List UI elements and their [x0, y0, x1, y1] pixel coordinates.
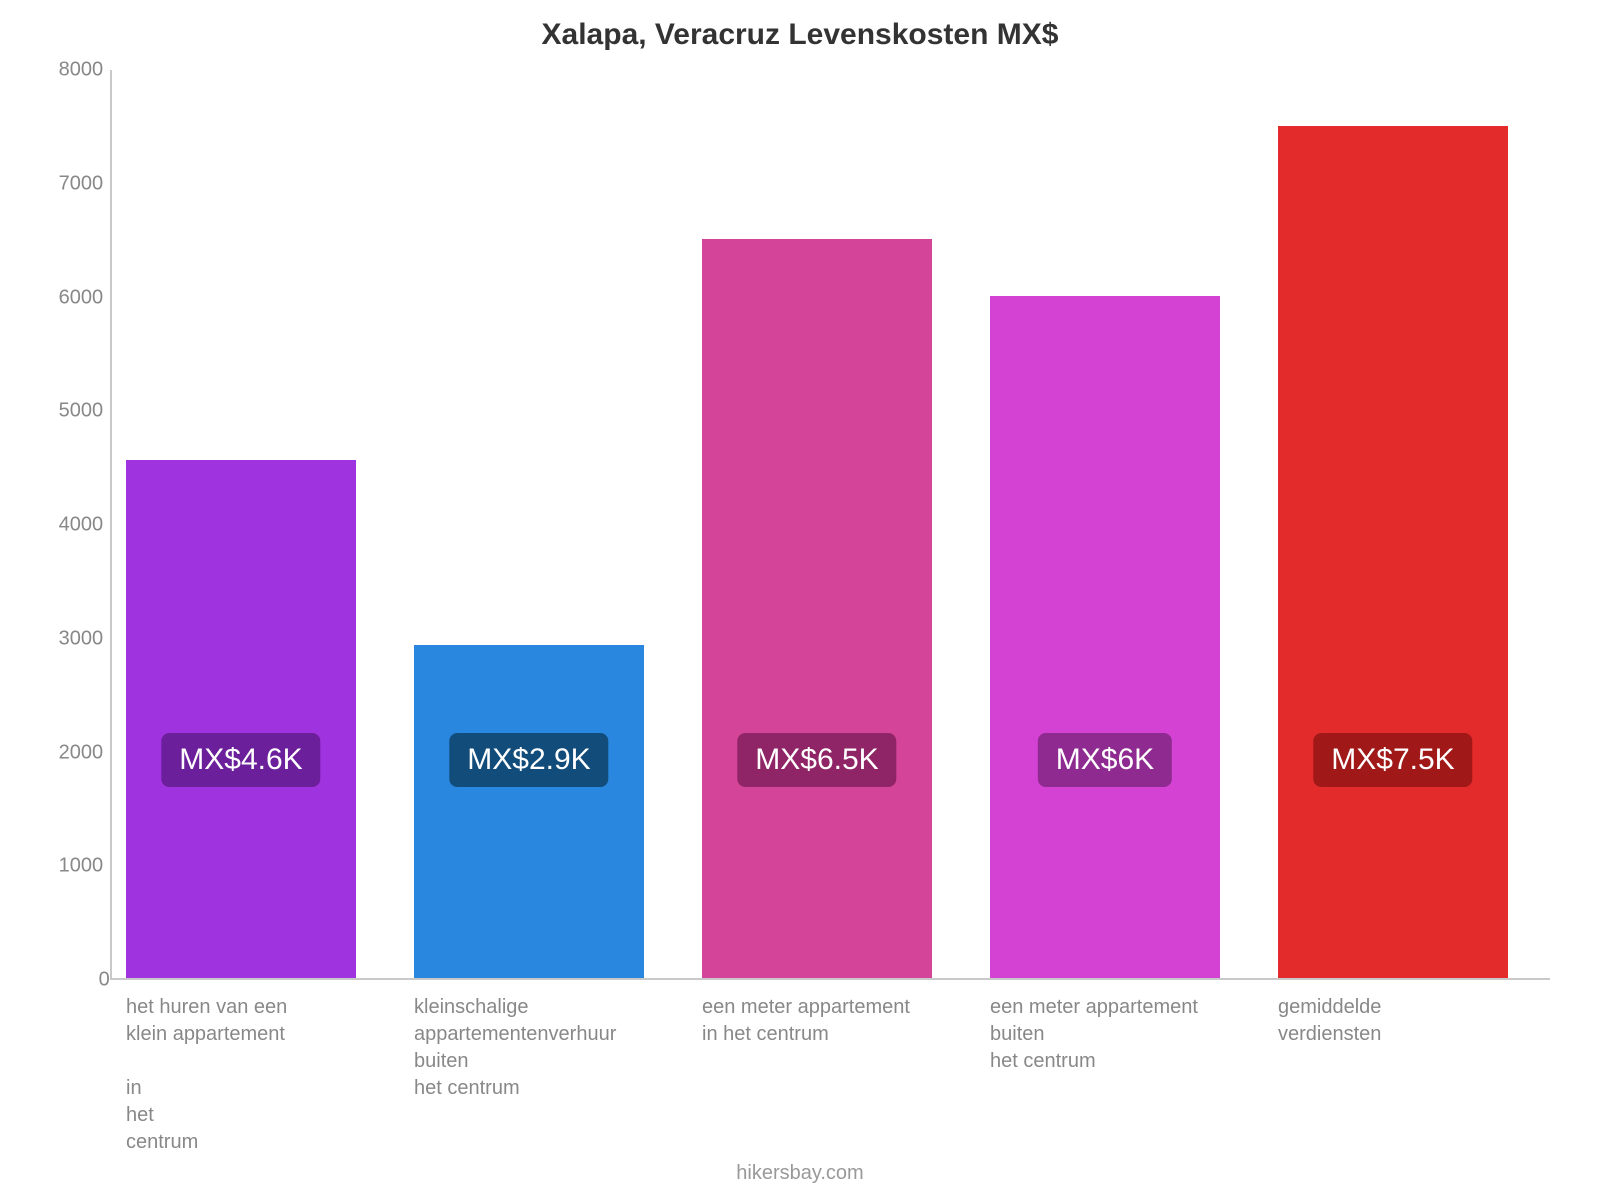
bar: [1278, 126, 1508, 978]
bar: [414, 645, 644, 978]
bar-value-badge: MX$4.6K: [161, 733, 320, 787]
bar-value-badge: MX$6.5K: [737, 733, 896, 787]
chart-credit: hikersbay.com: [0, 1162, 1600, 1185]
y-tick: 0: [99, 969, 110, 992]
y-tick: 3000: [59, 627, 104, 650]
bar-value-badge: MX$7.5K: [1313, 733, 1472, 787]
y-tick: 1000: [59, 855, 104, 878]
cost-of-living-chart: Xalapa, Veracruz Levenskosten MX$ 010002…: [0, 0, 1600, 1200]
y-tick: 5000: [59, 400, 104, 423]
plot-area: 010002000300040005000600070008000MX$4.6K…: [110, 70, 1550, 980]
bar-value-badge: MX$2.9K: [449, 733, 608, 787]
y-tick: 8000: [59, 59, 104, 82]
y-tick: 4000: [59, 514, 104, 537]
y-tick: 6000: [59, 286, 104, 309]
x-category-label: een meter appartementin het centrum: [702, 978, 932, 1048]
x-category-label: een meter appartementbuitenhet centrum: [990, 978, 1220, 1075]
x-category-label: het huren van eenklein appartement inhet…: [126, 978, 356, 1156]
bar: [702, 239, 932, 978]
y-tick: 7000: [59, 172, 104, 195]
bar-value-badge: MX$6K: [1038, 733, 1172, 787]
chart-title: Xalapa, Veracruz Levenskosten MX$: [0, 18, 1600, 52]
bar: [990, 296, 1220, 979]
y-tick: 2000: [59, 741, 104, 764]
x-category-label: gemiddeldeverdiensten: [1278, 978, 1508, 1048]
bar: [126, 460, 356, 978]
x-category-label: kleinschaligeappartementenverhuurbuitenh…: [414, 978, 644, 1102]
